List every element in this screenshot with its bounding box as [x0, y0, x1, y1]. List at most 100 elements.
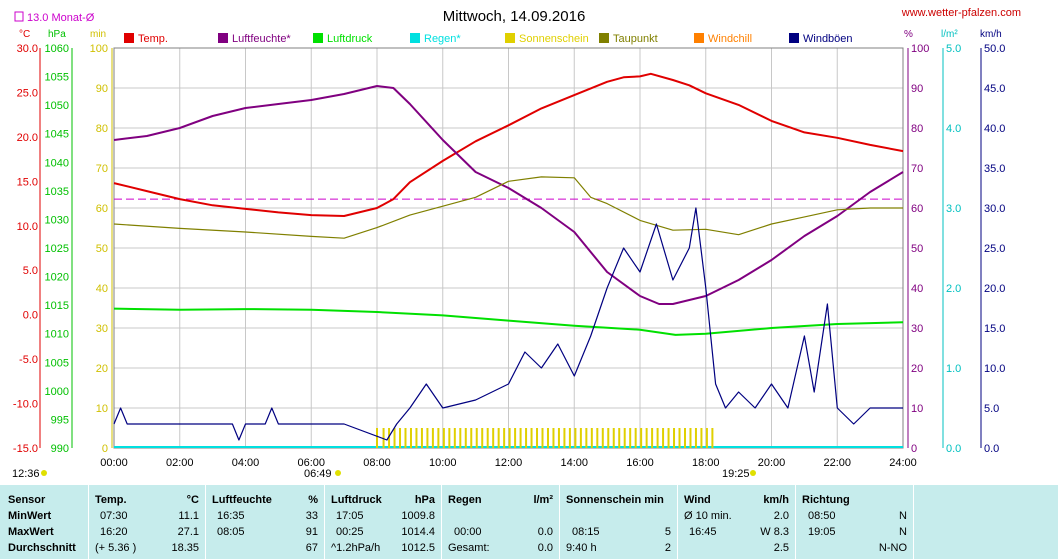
- humidity-tick-label: 40: [911, 283, 923, 295]
- x-tick-label: 02:00: [166, 457, 194, 469]
- wind-tick-label: 40.0: [984, 123, 1005, 135]
- sunshine-bar: [508, 428, 511, 448]
- sunshine-bar: [415, 428, 418, 448]
- sunshine-tick-label: 80: [96, 123, 108, 135]
- sunshine-bar: [464, 428, 467, 448]
- row-label-min: MinWert: [8, 510, 52, 522]
- x-axis-ticks: 00:00 02:00 04:00 06:00 08:00 10:00 12:00 14:00…: [100, 457, 917, 469]
- press-min-value: 1009.8: [401, 510, 435, 522]
- x-tick-label: 06:00: [297, 457, 325, 469]
- sunshine-tick-label: 40: [96, 283, 108, 295]
- sunshine-bar: [393, 428, 396, 448]
- sunset-icon: [750, 470, 756, 476]
- sunshine-bar: [514, 428, 517, 448]
- sunshine-bar: [700, 428, 703, 448]
- header-wind-unit: km/h: [763, 494, 789, 506]
- temp-tick-label: 30.0: [17, 43, 38, 55]
- sunshine-bar: [546, 428, 549, 448]
- dir-avg-value: N-NO: [878, 542, 907, 554]
- legend-label-7: Windböen: [803, 33, 853, 45]
- sunshine-bar: [492, 428, 495, 448]
- sunshine-bar: [426, 428, 429, 448]
- website-link[interactable]: www.wetter-pfalzen.com: [901, 7, 1021, 19]
- table-col-humidity: Luftfeuchte % 16:35 33 08:05 91 67: [206, 485, 325, 559]
- temp-tick-label: 15.0: [17, 176, 38, 188]
- legend-label-6: Windchill: [708, 33, 752, 45]
- sunshine-bar: [651, 428, 654, 448]
- sunshine-bar: [689, 428, 692, 448]
- x-tick-label: 20:00: [758, 457, 786, 469]
- sunshine-tick-label: 20: [96, 363, 108, 375]
- sunshine-bar: [497, 428, 500, 448]
- sunshine-bar: [683, 428, 686, 448]
- rain-tick-label: 2.0: [946, 283, 961, 295]
- humidity-tick-label: 50: [911, 243, 923, 255]
- sunshine-bar: [612, 428, 615, 448]
- sun-avg-value: 2: [664, 542, 671, 554]
- sunshine-bar: [629, 428, 632, 448]
- sunshine-bar: [623, 428, 626, 448]
- pressure-tick-label: 1020: [45, 272, 69, 284]
- humidity-tick-label: 70: [911, 163, 923, 175]
- dir-min-time: 08:50: [808, 510, 836, 522]
- sunshine-bar: [519, 428, 522, 448]
- humidity-tick-label: 60: [911, 203, 923, 215]
- sunshine-bar: [552, 428, 555, 448]
- sunshine-bar: [596, 428, 599, 448]
- sunshine-bar: [563, 428, 566, 448]
- sunrise-icon: [335, 470, 341, 476]
- temp-unit-label: °C: [19, 29, 30, 40]
- dir-max-value: N: [899, 526, 907, 538]
- legend-swatch-1: [218, 33, 228, 43]
- press-avg-value: 1012.5: [401, 542, 435, 554]
- weather-chart: Mittwoch, 14.09.2016 www.wetter-pfalzen.…: [12, 7, 1021, 480]
- pressure-tick-label: 1050: [45, 100, 69, 112]
- dir-min-value: N: [899, 510, 907, 522]
- legend-swatch-3: [410, 33, 420, 43]
- sunshine-bar: [618, 428, 621, 448]
- chart-grid: [113, 47, 904, 449]
- sunshine-bar: [678, 428, 681, 448]
- sunshine-tick-label: 100: [90, 43, 108, 55]
- rain-tick-label: 5.0: [946, 43, 961, 55]
- sunshine-bar: [437, 428, 440, 448]
- wind-tick-label: 20.0: [984, 283, 1005, 295]
- x-tick-label: 24:00: [889, 457, 917, 469]
- pressure-tick-label: 1035: [45, 186, 69, 198]
- temp-tick-label: 20.0: [17, 132, 38, 144]
- sunshine-bar: [409, 428, 412, 448]
- sunshine-bar: [530, 428, 533, 448]
- legend-label-3: Regen*: [424, 33, 461, 45]
- x-tick-label: 08:00: [363, 457, 391, 469]
- sunshine-bar: [705, 428, 708, 448]
- sunshine-bar: [388, 428, 391, 448]
- moon-icon: [41, 470, 47, 476]
- sunshine-bar: [404, 428, 407, 448]
- sunshine-tick-label: 30: [96, 323, 108, 335]
- header-pressure: Luftdruck: [331, 494, 382, 506]
- header-temp: Temp.: [95, 494, 127, 506]
- temp-tick-label: -10.0: [13, 399, 38, 411]
- pressure-tick-label: 1000: [45, 386, 69, 398]
- sunset-time: 19:25: [722, 468, 750, 480]
- sunshine-bar: [557, 428, 560, 448]
- series-line-0: [113, 72, 904, 217]
- pressure-tick-label: 1010: [45, 329, 69, 341]
- rain-tick-label: 0.0: [946, 443, 961, 455]
- temp-delta: (+ 5.36 ): [95, 542, 137, 554]
- sunshine-tick-label: 10: [96, 403, 108, 415]
- humidity-tick-label: 0: [911, 443, 917, 455]
- legend-label-1: Luftfeuchte*: [232, 33, 291, 45]
- sunshine-bar: [431, 428, 434, 448]
- temp-tick-label: -5.0: [19, 354, 38, 366]
- row-label-max: MaxWert: [8, 526, 54, 538]
- pressure-tick-label: 1030: [45, 214, 69, 226]
- rain-total-value: 0.0: [537, 542, 553, 554]
- humidity-unit-label: %: [904, 29, 913, 40]
- header-humidity: Luftfeuchte: [212, 494, 272, 506]
- sunshine-bar: [634, 428, 637, 448]
- legend-swatch-2: [313, 33, 323, 43]
- dir-max-time: 19:05: [808, 526, 836, 538]
- table-col-direction: Richtung 08:50 N 19:05 N N-NO: [796, 485, 914, 559]
- x-tick-label: 16:00: [626, 457, 654, 469]
